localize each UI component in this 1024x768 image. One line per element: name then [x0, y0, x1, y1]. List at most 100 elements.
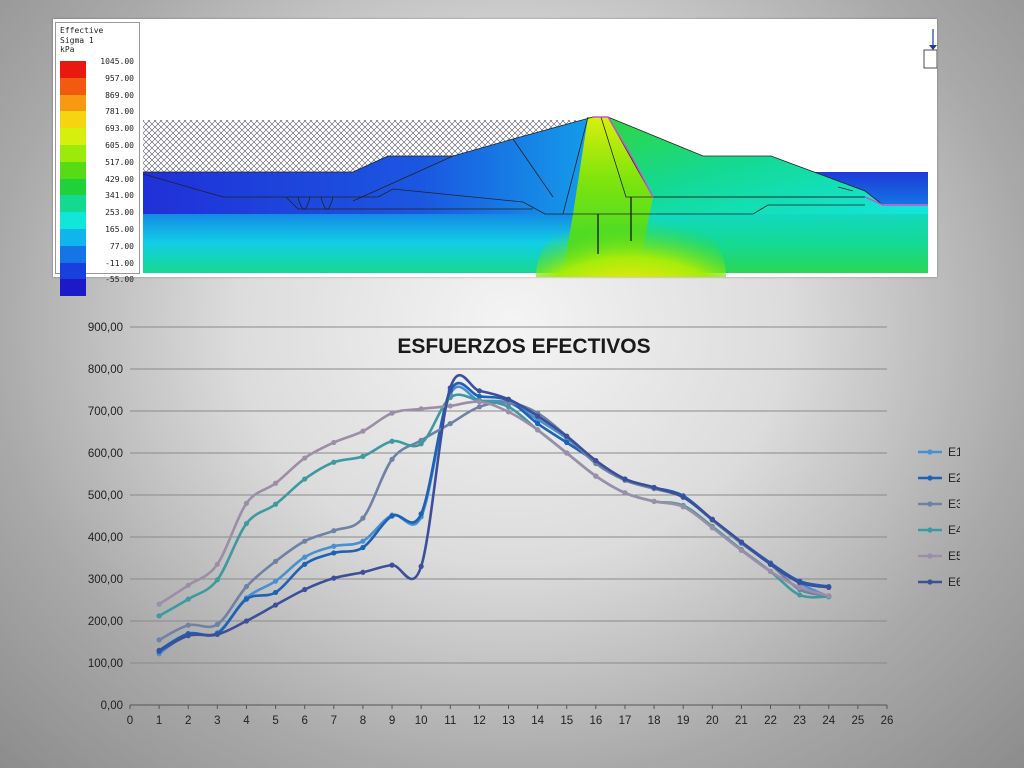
data-point: [505, 404, 512, 410]
legend-item-e3: E3: [918, 497, 960, 511]
legend-level: 605.00: [60, 141, 138, 162]
data-point: [360, 515, 366, 521]
legend-marker: [927, 553, 933, 559]
legend-item-e4: E4: [918, 523, 960, 537]
data-point: [709, 525, 715, 531]
crest-marker-icon: [923, 29, 937, 69]
chart-gridlines: [130, 326, 887, 706]
effective-stress-chart: 0,00 100,00 200,00 300,00 400,00 500,00 600,00…: [88, 322, 960, 727]
chart-legend: E1 E2 E3 E4 E5 E6: [918, 445, 960, 589]
data-point: [360, 538, 366, 544]
x-tick-label: 10: [415, 715, 428, 727]
legend-label: E5: [948, 549, 960, 563]
legend-swatch: [60, 262, 86, 280]
x-tick-label: 8: [360, 715, 366, 727]
data-point: [214, 631, 220, 638]
y-tick-label: 700,00: [88, 406, 123, 418]
legend-swatch: [60, 161, 86, 179]
legend-label: E6: [948, 575, 960, 589]
data-point: [360, 569, 366, 575]
legend-level: -11.00: [60, 259, 138, 280]
data-point: [302, 561, 308, 567]
series-e6: [156, 373, 832, 654]
data-point: [389, 562, 395, 568]
data-point: [302, 476, 308, 482]
legend-level-label: 781.00: [105, 107, 134, 117]
legend-swatch: [60, 77, 86, 95]
y-tick-label: 500,00: [88, 490, 123, 502]
series-line: [157, 381, 831, 652]
data-point: [476, 393, 482, 399]
x-tick-label: 6: [301, 715, 307, 727]
x-tick-label: 13: [502, 715, 515, 727]
legend-label: E2: [948, 471, 960, 485]
data-point: [302, 455, 308, 461]
legend-item-e6: E6: [918, 575, 960, 589]
data-point: [243, 596, 250, 602]
legend-swatch: [60, 178, 86, 196]
data-point: [797, 584, 803, 590]
legend-item-e1: E1: [918, 445, 960, 459]
x-tick-label: 2: [185, 715, 191, 727]
data-point: [418, 406, 424, 412]
data-point: [505, 396, 512, 402]
data-point: [447, 403, 453, 409]
data-point: [797, 579, 803, 585]
data-point: [418, 563, 424, 569]
data-point: [651, 484, 657, 491]
stress-contour-panel: Effective Sigma 1 kPa 1045.00 957.00 869.0…: [53, 19, 937, 297]
x-tick-label: 1: [156, 715, 162, 727]
data-point: [331, 550, 337, 556]
legend-swatch: [60, 128, 86, 145]
data-point: [243, 520, 250, 527]
data-point: [156, 637, 162, 643]
data-point: [272, 558, 279, 564]
data-point: [272, 578, 279, 584]
data-point: [680, 494, 686, 500]
y-tick-label: 800,00: [88, 364, 123, 376]
series-e3: [156, 400, 832, 643]
legend-level-label: 341.00: [105, 191, 134, 201]
x-tick-label: 0: [127, 715, 133, 727]
legend-level: 869.00: [60, 91, 138, 112]
data-point: [476, 388, 482, 394]
data-point: [709, 516, 715, 522]
data-point: [156, 613, 162, 619]
series-line: [157, 393, 831, 618]
x-tick-label: 23: [793, 715, 806, 727]
data-point: [214, 561, 220, 567]
series-e5: [156, 399, 832, 607]
x-tick-label: 20: [706, 715, 719, 727]
x-tick-label: 4: [243, 715, 250, 727]
x-tick-label: 9: [389, 715, 395, 727]
data-point: [214, 621, 220, 627]
data-point: [302, 586, 308, 593]
data-point: [622, 476, 628, 482]
data-point: [185, 596, 191, 602]
series-e4: [156, 393, 832, 619]
data-point: [564, 433, 570, 439]
data-point: [826, 584, 832, 590]
data-point: [447, 421, 453, 427]
data-point: [447, 385, 453, 391]
data-point: [738, 539, 745, 545]
legend-level: 517.00: [60, 158, 138, 179]
legend-label: E1: [948, 445, 960, 459]
legend-level-label: 605.00: [105, 140, 134, 150]
x-tick-label: 19: [677, 715, 690, 727]
legend-swatch: [60, 245, 86, 263]
legend-title-line: Sigma 1: [60, 35, 94, 45]
x-tick-label: 21: [735, 715, 748, 727]
legend-marker: [927, 475, 933, 481]
data-point: [243, 500, 250, 506]
legend-marker: [927, 527, 933, 533]
legend-level-label: 77.00: [109, 241, 134, 251]
data-point: [767, 561, 774, 567]
data-point: [302, 538, 308, 544]
legend-level-label: 165.00: [105, 224, 134, 234]
legend-swatch: [60, 195, 86, 213]
y-tick-label: 600,00: [88, 448, 123, 460]
data-point: [767, 568, 774, 575]
x-tick-label: 18: [648, 715, 661, 727]
data-point: [214, 577, 220, 583]
